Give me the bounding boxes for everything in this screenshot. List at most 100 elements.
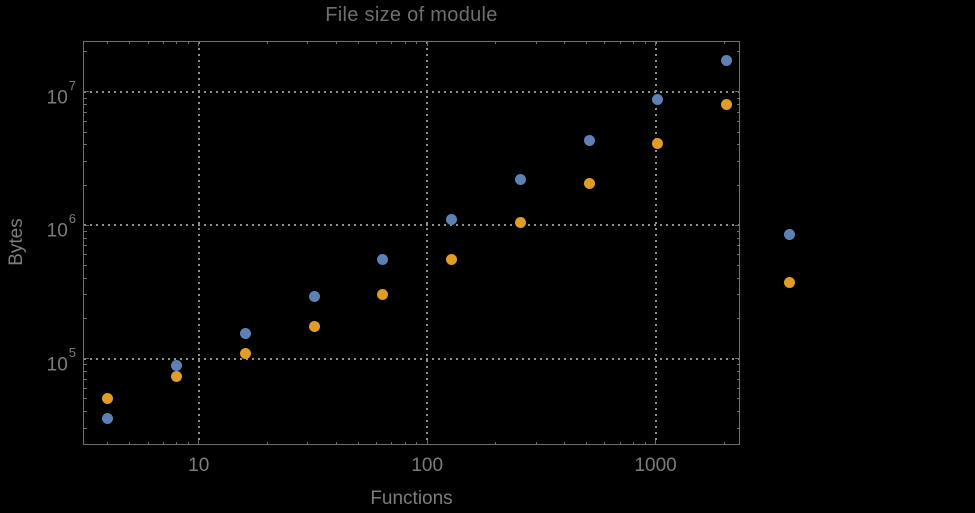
data-point-blue: [514, 174, 526, 186]
x-tick-mark: [357, 442, 359, 445]
y-tick-mark: [737, 411, 740, 413]
x-tick-label: 10: [188, 455, 210, 476]
x-tick-mark: [198, 440, 200, 445]
data-point-orange: [514, 217, 526, 229]
x-tick-mark: [404, 41, 406, 44]
x-tick-mark: [586, 41, 588, 44]
y-tick-mark: [83, 387, 87, 389]
data-point-blue: [171, 359, 183, 371]
data-point-orange: [784, 277, 796, 289]
y-tick-mark: [83, 237, 87, 239]
y-tick-mark: [83, 121, 87, 123]
y-tick-mark: [737, 387, 740, 389]
y-tick-mark: [737, 378, 740, 380]
y-tick-mark: [737, 254, 740, 256]
x-tick-mark: [655, 41, 657, 46]
y-tick-mark: [737, 161, 740, 163]
y-tick-label: 107: [46, 77, 76, 109]
data-point-blue: [239, 327, 251, 339]
data-point-orange: [102, 392, 114, 404]
data-point-blue: [784, 228, 796, 240]
y-tick-mark: [83, 112, 87, 114]
y-tick-mark: [735, 91, 740, 93]
x-tick-mark: [404, 442, 406, 445]
x-tick-mark: [495, 442, 497, 445]
x-tick-mark: [426, 41, 428, 46]
y-tick-mark: [83, 254, 87, 256]
x-tick-mark: [357, 41, 359, 44]
y-tick-mark: [737, 121, 740, 123]
y-tick-mark: [83, 144, 87, 146]
x-tick-mark: [391, 442, 393, 445]
y-tick-mark: [83, 358, 89, 360]
y-tick-mark: [83, 277, 87, 279]
x-tick-mark: [535, 41, 537, 44]
y-tick-mark: [737, 230, 740, 232]
x-tick-mark: [335, 442, 337, 445]
x-tick-mark: [176, 442, 178, 445]
x-tick-mark: [147, 41, 149, 44]
gridline-horizontal: [84, 357, 739, 360]
data-point-blue: [583, 135, 595, 147]
x-tick-mark: [416, 41, 418, 44]
data-point-orange: [721, 98, 733, 110]
y-tick-mark: [83, 371, 87, 373]
data-point-blue: [102, 413, 114, 425]
y-tick-mark: [83, 161, 87, 163]
x-tick-mark: [495, 41, 497, 44]
x-tick-mark: [586, 442, 588, 445]
y-tick-mark: [737, 245, 740, 247]
x-tick-mark: [604, 41, 606, 44]
data-point-blue: [652, 94, 664, 106]
y-tick-mark: [83, 224, 89, 226]
gridline-vertical: [426, 42, 429, 444]
x-tick-mark: [644, 41, 646, 44]
y-tick-mark: [737, 112, 740, 114]
x-tick-mark: [187, 41, 189, 44]
x-tick-mark: [375, 442, 377, 445]
x-tick-mark: [335, 41, 337, 44]
x-tick-mark: [723, 41, 725, 44]
y-tick-mark: [83, 51, 87, 53]
x-tick-mark: [535, 442, 537, 445]
data-point-orange: [652, 137, 664, 149]
y-tick-mark: [83, 131, 87, 133]
y-tick-mark: [737, 398, 740, 400]
y-tick-mark: [737, 264, 740, 266]
data-point-orange: [308, 320, 320, 332]
x-tick-mark: [107, 442, 109, 445]
y-tick-mark: [83, 317, 87, 319]
gridline-horizontal: [84, 224, 739, 227]
x-tick-mark: [187, 442, 189, 445]
data-point-blue: [308, 290, 320, 302]
y-tick-mark: [83, 411, 87, 413]
x-tick-mark: [632, 41, 634, 44]
gridline-horizontal: [84, 90, 739, 93]
y-tick-mark: [737, 364, 740, 366]
x-tick-mark: [564, 442, 566, 445]
x-tick-mark: [564, 41, 566, 44]
y-tick-mark: [737, 51, 740, 53]
y-tick-mark: [737, 104, 740, 106]
y-tick-mark: [83, 398, 87, 400]
x-tick-mark: [307, 41, 309, 44]
x-tick-mark: [426, 440, 428, 445]
x-tick-mark: [655, 440, 657, 445]
y-tick-mark: [83, 427, 87, 429]
y-tick-mark: [737, 184, 740, 186]
y-tick-label: 106: [46, 211, 76, 242]
x-tick-mark: [619, 41, 621, 44]
x-tick-mark: [644, 442, 646, 445]
x-axis-label: Functions: [370, 488, 453, 509]
y-tick-mark: [737, 294, 740, 296]
data-point-blue: [377, 253, 389, 265]
y-tick-mark: [83, 364, 87, 366]
data-point-orange: [239, 348, 251, 360]
plot-title: File size of module: [325, 4, 498, 26]
y-tick-mark: [83, 104, 87, 106]
x-tick-mark: [198, 41, 200, 46]
plot-frame: [83, 41, 740, 445]
x-tick-label: 100: [411, 455, 444, 476]
data-point-orange: [583, 177, 595, 189]
